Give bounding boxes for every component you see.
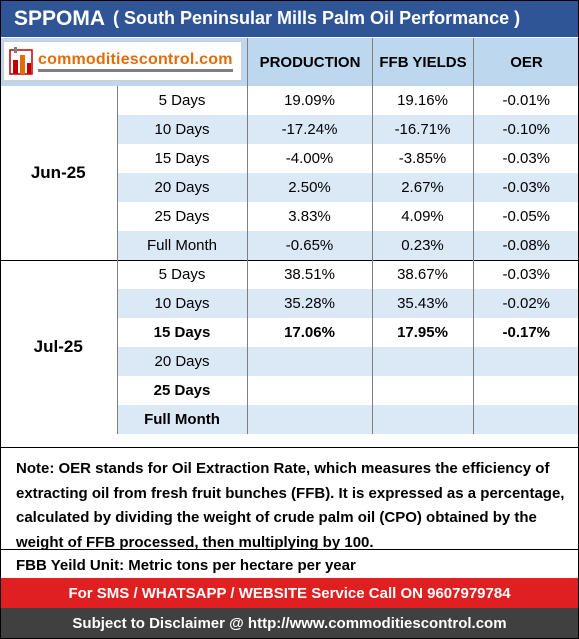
yield-unit-note: FBB Yeild Unit: Metric tons per hectare … [16,557,356,574]
logo[interactable]: commoditiescontrol.com [3,41,242,81]
table-row: 20 Days 2.50% 2.67% -0.03% [0,173,579,202]
production-cell: -4.00% [246,144,372,173]
factory-logo-icon [9,47,33,75]
oer-note: Note: OER stands for Oil Extraction Rate… [0,447,579,551]
period-cell: 5 Days [116,259,247,289]
production-cell: 35.28% [246,289,372,318]
table-row: 10 Days 35.28% 35.43% -0.02% [0,289,579,318]
production-cell: 38.51% [246,259,372,289]
production-cell [246,347,372,376]
production-cell: 2.50% [246,173,372,202]
production-cell [246,405,372,434]
period-cell: 25 Days [116,376,247,405]
period-cell: 25 Days [116,202,247,231]
sms-service-banner[interactable]: For SMS / WHATSAPP / WEBSITE Service Cal… [0,578,579,608]
performance-table: Jun-25 5 Days 19.09% 19.16% -0.01% 10 Days -17… [0,86,579,434]
ffb-yield-cell [371,347,473,376]
oer-cell: -0.03% [472,259,579,289]
disclaimer-banner[interactable]: Subject to Disclaimer @ http://www.commo… [0,608,579,639]
period-cell: 5 Days [116,86,247,115]
logo-text: commoditiescontrol.com [38,51,233,72]
table-row: 20 Days [0,347,579,376]
period-cell: 20 Days [116,173,247,202]
report-subtitle: ( South Peninsular Mills Palm Oil Perfor… [113,8,521,28]
period-cell: Full Month [116,231,247,260]
report-title: SPPOMA [14,6,106,30]
ffb-yield-cell: 0.23% [371,231,473,260]
ffb-yield-cell: 38.67% [371,259,473,289]
ffb-yield-cell: 35.43% [371,289,473,318]
production-cell [246,376,372,405]
oer-cell [472,376,579,405]
table-row: 25 Days 3.83% 4.09% -0.05% [0,202,579,231]
month-label: Jul-25 [0,259,117,434]
ffb-yield-cell: -16.71% [371,115,473,144]
ffb-yield-cell: 19.16% [371,86,473,115]
ffb-yield-cell: -3.85% [371,144,473,173]
oer-cell: -0.03% [472,173,579,202]
table-row: 15 Days -4.00% -3.85% -0.03% [0,144,579,173]
production-cell: -17.24% [246,115,372,144]
production-cell: -0.65% [246,231,372,260]
oer-cell [472,405,579,434]
oer-cell: -0.02% [472,289,579,318]
ffb-yield-cell: 4.09% [371,202,473,231]
table-header-row: commoditiescontrol.com PRODUCTION FFB YI… [0,38,579,87]
oer-cell: -0.05% [472,202,579,231]
ffb-yield-cell [371,376,473,405]
header-oer: OER [473,38,579,86]
table-row: 15 Days 17.06% 17.95% -0.17% [0,318,579,347]
oer-cell: -0.08% [472,231,579,260]
ffb-yield-cell: 2.67% [371,173,473,202]
period-cell: Full Month [116,405,247,434]
period-cell: 15 Days [116,144,247,173]
table-row: Full Month -0.65% 0.23% -0.08% [0,231,579,260]
period-cell: 10 Days [116,115,247,144]
header-production: PRODUCTION [247,38,372,86]
oer-cell: -0.10% [472,115,579,144]
oer-cell: -0.17% [472,318,579,347]
period-cell: 20 Days [116,347,247,376]
period-cell: 10 Days [116,289,247,318]
ffb-yield-cell: 17.95% [371,318,473,347]
oer-cell: -0.03% [472,144,579,173]
ffb-yield-cell [371,405,473,434]
production-cell: 3.83% [246,202,372,231]
header-ffb-yields: FFB YIELDS [372,38,473,86]
month-label: Jun-25 [0,86,117,260]
table-row: Jul-25 5 Days 38.51% 38.67% -0.03% [0,259,579,434]
sms-service-text: For SMS / WHATSAPP / WEBSITE Service Cal… [68,584,511,602]
oer-cell: -0.01% [472,86,579,115]
title-bar: SPPOMA ( South Peninsular Mills Palm Oil… [0,0,579,38]
disclaimer-text: Subject to Disclaimer @ http://www.commo… [72,615,507,632]
table-row: 25 Days [0,376,579,405]
period-cell: 15 Days [116,318,247,347]
table-row: Jun-25 5 Days 19.09% 19.16% -0.01% [0,86,579,260]
oer-cell [472,347,579,376]
production-cell: 19.09% [246,86,372,115]
production-cell: 17.06% [246,318,372,347]
table-row: 10 Days -17.24% -16.71% -0.10% [0,115,579,144]
table-row: Full Month [0,405,579,434]
